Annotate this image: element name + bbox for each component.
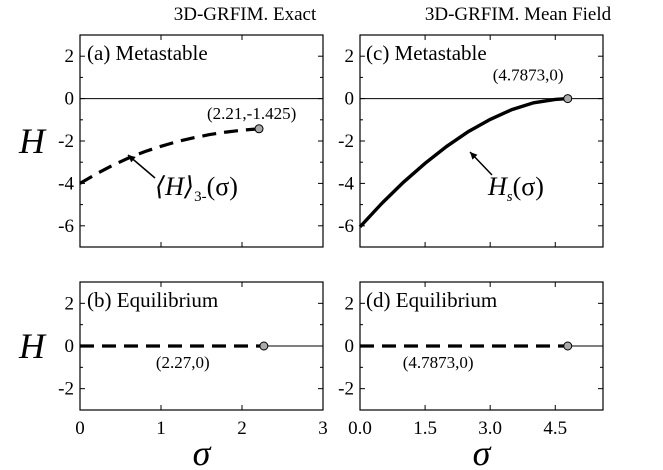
y-tick-label: -2 <box>58 131 74 152</box>
panel-label: (c) Metastable <box>366 41 487 65</box>
x-tick-label: 1 <box>156 418 166 439</box>
curve-label: Hs(σ) <box>487 172 544 205</box>
x-axis-label: σ <box>473 433 492 470</box>
y-tick-label: 2 <box>65 46 75 67</box>
endpoint-label: (2.21,-1.425) <box>207 104 296 123</box>
column-title: 3D-GRFIM. Mean Field <box>425 4 612 25</box>
y-tick-label: 0 <box>345 89 355 110</box>
y-tick-label: -4 <box>338 173 354 194</box>
y-tick-label: -6 <box>338 216 354 237</box>
x-axis-label: σ <box>193 433 212 470</box>
y-axis-label: H <box>18 121 47 161</box>
endpoint-marker <box>563 341 573 351</box>
endpoint-label: (4.7873,0) <box>403 353 474 372</box>
y-tick-label: 0 <box>65 336 75 357</box>
curve-label-argument: (σ) <box>207 172 238 201</box>
y-tick-label: -2 <box>338 131 354 152</box>
y-tick-label: 2 <box>65 293 75 314</box>
y-tick-label: 0 <box>345 336 355 357</box>
curve-label-subscript: 3- <box>194 189 207 205</box>
endpoint-marker <box>254 124 264 134</box>
curve-label-main: H <box>487 172 508 201</box>
endpoint-marker <box>259 341 269 351</box>
endpoint-marker <box>563 94 573 104</box>
y-tick-label: 2 <box>345 46 355 67</box>
y-tick-label: 0 <box>65 89 75 110</box>
curve-label-arrowhead <box>128 155 136 163</box>
series-line-solid <box>358 96 568 229</box>
curve-label-main: ⟨H⟩ <box>155 172 194 201</box>
plot-frame <box>79 34 324 248</box>
x-tick-label: 0.0 <box>348 418 372 439</box>
y-tick-label: 2 <box>345 293 355 314</box>
curve-label-subscript: s <box>507 189 513 205</box>
y-tick-label: -6 <box>58 216 74 237</box>
panel-c: 2 0 -2 -4 -6 (4.7873,0) (c) Metastable 3D-GRFIM… <box>338 4 612 248</box>
curve-label-arrowhead <box>470 152 478 160</box>
panel-a: 2 0 -2 -4 -6 (2.21,-1.425) (a) Metastable 3D-GR… <box>18 4 324 248</box>
x-tick-label: 3.0 <box>478 418 502 439</box>
x-tick-label: 0 <box>75 418 85 439</box>
y-tick-label: -2 <box>58 379 74 400</box>
y-axis-label: H <box>18 326 47 366</box>
x-tick-label: 3 <box>318 418 328 439</box>
panel-label: (a) Metastable <box>87 41 208 65</box>
panel-label: (d) Equilibrium <box>366 288 497 312</box>
panel-d: 2 0 -2 0.0 1.5 3.0 4.5 (4.7873,0) (d) Equilibriu… <box>338 281 604 470</box>
y-tick-label: -4 <box>58 173 74 194</box>
x-tick-label: 1.5 <box>413 418 437 439</box>
endpoint-label: (4.7873,0) <box>493 66 564 85</box>
x-tick-label: 4.5 <box>543 418 567 439</box>
column-title: 3D-GRFIM. Exact <box>174 4 317 25</box>
plot-frame <box>359 34 604 248</box>
endpoint-label: (2.27,0) <box>156 353 210 372</box>
curve-label: ⟨H⟩3-(σ) <box>155 172 238 205</box>
x-tick-label: 2 <box>237 418 247 439</box>
y-tick-label: -2 <box>338 379 354 400</box>
panel-label: (b) Equilibrium <box>87 288 218 312</box>
series-line-dashed <box>79 127 260 185</box>
curve-label-argument: (σ) <box>513 172 544 201</box>
